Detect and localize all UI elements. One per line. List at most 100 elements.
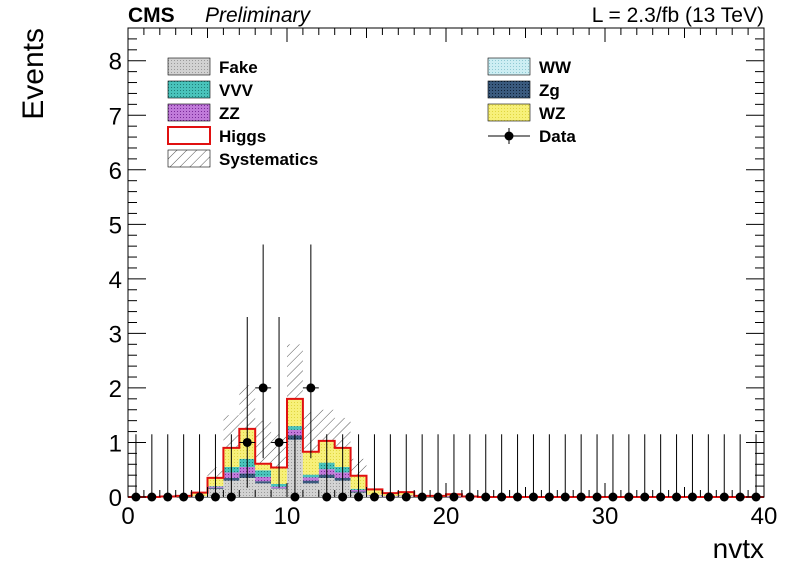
data-marker (195, 492, 205, 502)
lumi-label: L = 2.3/fb (13 TeV) (592, 4, 764, 27)
data-point (513, 434, 523, 502)
bar-VVV-11 (302, 474, 319, 478)
data-marker (513, 492, 523, 502)
x-tick-label: 0 (121, 503, 134, 530)
data-marker (210, 492, 220, 502)
data-marker (640, 492, 650, 502)
bar-Fake-9 (271, 488, 287, 497)
x-tick-label: 20 (433, 503, 460, 530)
legend-label: Higgs (219, 127, 266, 146)
data-point (719, 434, 729, 502)
y-axis-title: Events (17, 28, 50, 120)
legend-label: Data (539, 127, 576, 146)
legend-item-VVV: VVV (167, 80, 254, 100)
y-tick-label: 3 (109, 321, 122, 348)
data-point (131, 434, 141, 502)
data-point (624, 434, 634, 502)
data-marker (179, 492, 189, 502)
bar-Fake-8 (255, 483, 272, 497)
data-marker (433, 492, 443, 502)
y-tick-label: 6 (109, 158, 122, 185)
data-point (417, 434, 427, 502)
data-point (147, 434, 157, 502)
data-point (338, 434, 348, 502)
data-point (528, 434, 538, 502)
bar-ZZ-10 (287, 429, 303, 436)
data-marker (735, 492, 745, 502)
legend-item-ZZ: ZZ (167, 103, 240, 123)
legend-swatch (487, 57, 531, 76)
bar-VVV-8 (255, 470, 272, 477)
data-marker (338, 492, 348, 502)
x-tick-label: 40 (751, 503, 778, 530)
legend-label: Fake (219, 58, 258, 77)
bar-ZZ-8 (255, 476, 272, 482)
data-marker (306, 383, 316, 393)
bar-Zg-11 (302, 480, 319, 484)
data-marker (656, 492, 666, 502)
data-points (131, 244, 761, 502)
y-tick-label: 5 (109, 212, 122, 239)
data-point (751, 434, 761, 502)
data-marker (560, 492, 570, 502)
data-marker (417, 492, 427, 502)
bar-WZ-8 (255, 463, 272, 471)
data-marker (687, 492, 697, 502)
data-point (449, 434, 459, 502)
y-tick-label: 2 (109, 376, 122, 403)
y-tick-label: 4 (109, 267, 122, 294)
data-marker (290, 492, 300, 502)
legend-swatch (167, 103, 211, 122)
bar-Zg-8 (255, 481, 272, 484)
data-point (481, 434, 491, 502)
data-marker (385, 492, 395, 502)
data-point (735, 434, 745, 502)
data-marker (672, 492, 682, 502)
legend-item-WW: WW (487, 57, 572, 77)
data-point (226, 434, 236, 502)
bar-Fake-11 (302, 483, 319, 497)
data-point (163, 434, 173, 502)
data-marker (576, 492, 586, 502)
data-marker (703, 492, 713, 502)
data-point (354, 434, 364, 502)
data-point (687, 434, 697, 502)
data-marker (354, 492, 364, 502)
legend-label: WW (539, 58, 572, 77)
data-marker (544, 492, 554, 502)
data-marker (465, 492, 475, 502)
x-axis-title: nvtx (713, 533, 764, 564)
data-marker (258, 383, 268, 393)
data-marker (401, 492, 411, 502)
data-marker (274, 437, 284, 447)
bar-Zg-9 (271, 488, 287, 489)
data-marker (226, 492, 236, 502)
data-point (433, 434, 443, 502)
data-point (640, 434, 650, 502)
data-marker (592, 492, 602, 502)
x-tick-label: 30 (592, 503, 619, 530)
legend-item-Data: Data (488, 127, 576, 146)
data-point (210, 434, 220, 502)
experiment-label: CMS (128, 4, 175, 27)
legend-swatch (487, 80, 531, 99)
data-point (497, 434, 507, 502)
data-point (608, 434, 618, 502)
data-point (369, 434, 379, 502)
legend-item-Fake: Fake (167, 57, 258, 77)
status-label: Preliminary (205, 4, 312, 27)
data-point (656, 434, 666, 502)
legend-label: Systematics (219, 150, 318, 169)
data-point (592, 434, 602, 502)
data-marker (497, 492, 507, 502)
data-marker (528, 492, 538, 502)
bar-VVV-10 (287, 426, 303, 430)
data-point (544, 434, 554, 502)
data-marker (719, 492, 729, 502)
legend: Fake VVV ZZ Higgs Systematics WW Zg WZ Data (167, 57, 576, 169)
data-point (239, 317, 256, 488)
data-point (465, 434, 475, 502)
y-tick-label: 7 (109, 103, 122, 130)
data-marker (608, 492, 618, 502)
